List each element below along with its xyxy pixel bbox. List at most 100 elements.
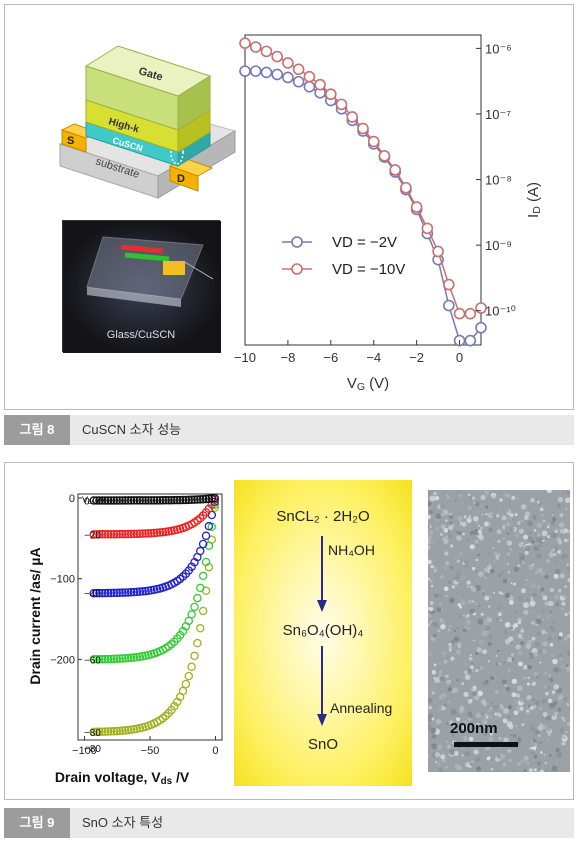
- chart2-data-point: [106, 654, 116, 664]
- chart2-data-point: [126, 529, 136, 539]
- chart2-data-point: [138, 496, 147, 505]
- chart2-ytick-label: 0: [69, 493, 75, 505]
- chart1-xtick-label: −4: [366, 350, 381, 365]
- chart2-data-point: [109, 727, 119, 736]
- chart2-data-point: [149, 528, 159, 538]
- source-label: S: [67, 135, 74, 147]
- chart2-data-point: [112, 529, 121, 539]
- chart1-data-point: [443, 278, 455, 291]
- chart2-data-point: [158, 496, 168, 505]
- chart2-data-point: [190, 495, 199, 504]
- chart2-data-point: [118, 588, 127, 597]
- chart2-series-label: −80: [84, 728, 101, 739]
- chart2-data-point: [201, 557, 211, 567]
- chart2-data-point: [138, 529, 147, 538]
- chart2-data-point: [103, 530, 113, 539]
- chart2-data-point: [178, 686, 188, 696]
- chart2-data-point: [141, 529, 150, 538]
- chart1-legend-marker: [291, 263, 303, 275]
- chart2-data-point: [161, 527, 170, 537]
- chart2-data-point: [95, 530, 104, 539]
- chart1-ytick-label: 10⁻⁸: [485, 173, 512, 188]
- chart2-data-point: [132, 496, 142, 505]
- scale-bar: [454, 742, 518, 747]
- chart2-data-point: [121, 496, 130, 505]
- chart2-xtick-label: 0: [212, 745, 218, 757]
- chart2-data-point: [129, 587, 139, 597]
- chart2-data-point: [196, 583, 205, 593]
- chart2-data-point: [100, 654, 110, 664]
- chart2-data-point: [126, 725, 136, 734]
- chart2-data-point: [138, 587, 147, 596]
- chart2-data-point: [147, 528, 156, 538]
- chart2-data-point: [204, 494, 214, 503]
- chart1-data-point: [346, 111, 359, 123]
- chart2-data-point: [129, 529, 139, 539]
- chart1-data-point: [421, 222, 434, 235]
- chart2-data-point: [109, 496, 119, 505]
- chart1-data-point: [282, 71, 294, 84]
- chart2-data-point: [144, 496, 153, 505]
- figure-8-number: 그림 8: [4, 415, 70, 445]
- chart2-data-point: [181, 495, 191, 505]
- chart1-data-point: [400, 181, 412, 194]
- chart1-ytick-label: 10⁻⁹: [485, 238, 512, 253]
- chart1-data-point: [325, 88, 337, 101]
- tem-image: 200nm: [428, 490, 570, 772]
- chart2-data-point: [98, 654, 107, 664]
- chart2-data-point: [172, 495, 182, 505]
- chart2-data-point: [135, 587, 145, 596]
- chart2-data-point: [149, 496, 159, 505]
- chart2-data-point: [100, 588, 110, 598]
- chart2-data-point: [198, 539, 208, 549]
- chart2-data-point: [103, 496, 113, 505]
- chart1-data-point: [292, 63, 305, 76]
- chart2-data-point: [187, 662, 196, 672]
- chart2-data-point: [100, 530, 110, 539]
- chart2-data-point: [92, 530, 101, 539]
- chart1-xtick-label: −8: [280, 350, 295, 365]
- chart2-data-point: [124, 588, 133, 597]
- chart1-data-point: [260, 66, 273, 79]
- chart2-data-point: [118, 726, 127, 735]
- chart2-data-point: [106, 588, 116, 598]
- chart1-data-point: [249, 41, 262, 53]
- chart2-data-point: [98, 727, 107, 736]
- chart2-data-point: [129, 496, 139, 505]
- chart2-data-point: [198, 494, 208, 504]
- device-structure-illustration: substrate S D CuSCN High-k Gate: [58, 45, 237, 199]
- chart2-data-point: [135, 496, 145, 505]
- chart2-data-point: [103, 588, 113, 598]
- chart2-data-point: [126, 588, 136, 597]
- chart2-data-point: [95, 655, 104, 664]
- scheme-arrow-1-label: NH₄OH: [328, 542, 375, 558]
- chart2-data-point: [98, 588, 107, 598]
- chart2-data-point: [106, 529, 116, 539]
- figure-9-number: 그림 9: [4, 808, 70, 838]
- chart2-ytick-label: −200: [50, 654, 75, 666]
- chart2-series-label: 0: [84, 496, 90, 507]
- transfer-curve-chart: −10 −8 −6 −4 −2 0 10⁻⁶ 10⁻⁷ 10⁻⁸ 10⁻⁹ 10⁻¹⁰ VD = −…: [234, 34, 543, 393]
- chart1-ytick-label: 10⁻⁶: [485, 41, 512, 56]
- chart1-data-point: [410, 201, 423, 213]
- photo-label: Glass/CuSCN: [106, 329, 176, 341]
- chart2-data-point: [175, 495, 185, 505]
- chart2-data-point: [109, 654, 119, 664]
- chart2-data-point: [124, 725, 133, 735]
- chart1-legend-label: VD = −2V: [332, 234, 397, 251]
- chart2-data-point: [115, 654, 124, 663]
- chart2-data-point: [92, 588, 101, 598]
- chart2-data-point: [204, 541, 214, 550]
- chart2-data-point: [121, 654, 130, 663]
- chart2-data-point: [132, 529, 142, 539]
- chart2-data-point: [92, 727, 101, 737]
- chart2-data-point: [187, 495, 196, 505]
- chart2-data-point: [115, 496, 124, 505]
- scale-bar-label: 200nm: [450, 720, 498, 737]
- chart1-ytick-label: 10⁻¹⁰: [485, 304, 516, 319]
- scheme-arrows: [317, 536, 327, 726]
- chart2-data-point: [184, 495, 193, 505]
- chart2-data-point: [124, 653, 133, 663]
- chart2-series-label: −20: [84, 530, 101, 541]
